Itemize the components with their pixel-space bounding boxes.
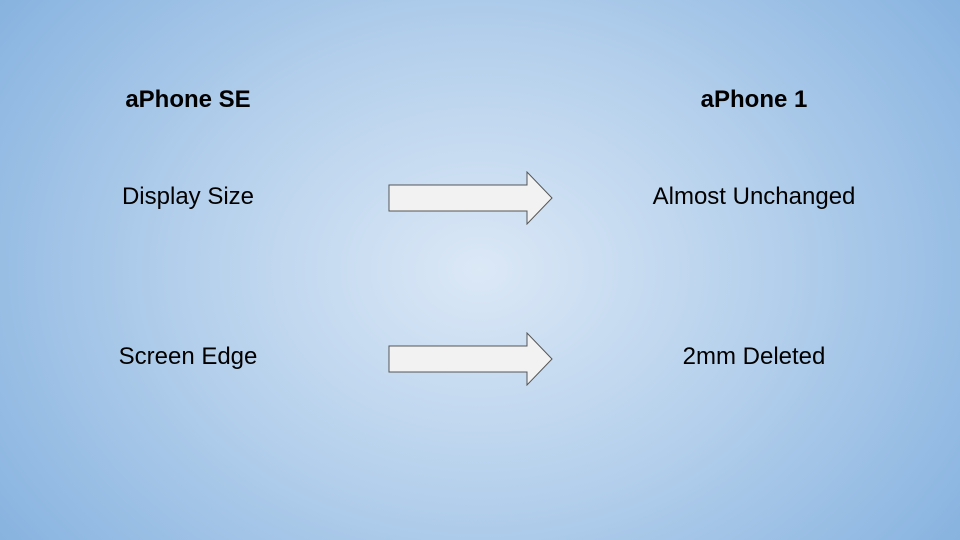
row-2-left-label: Screen Edge <box>118 343 258 370</box>
arrow-shape <box>388 332 553 386</box>
row-2-right-label: 2mm Deleted <box>682 343 826 370</box>
row-1-left-label: Display Size <box>121 183 255 210</box>
left-column-header: aPhone SE <box>125 86 251 113</box>
arrow-shape <box>388 171 553 225</box>
right-arrow-icon <box>388 332 553 386</box>
right-column-header: aPhone 1 <box>700 86 808 113</box>
right-arrow-icon <box>388 171 553 225</box>
row-1-right-label: Almost Unchanged <box>652 183 856 210</box>
